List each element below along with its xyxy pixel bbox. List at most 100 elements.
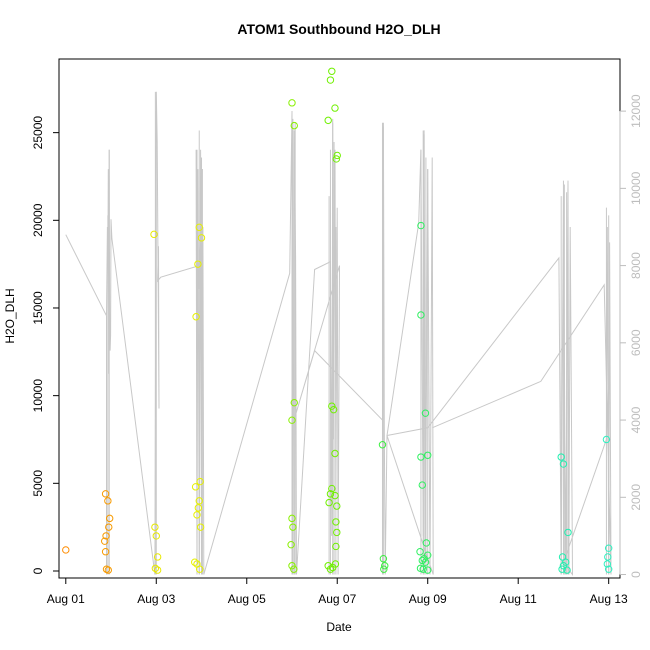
data-point xyxy=(604,544,613,552)
data-point xyxy=(196,565,204,573)
data-point xyxy=(101,490,110,498)
data-point xyxy=(326,565,335,573)
y-tick-label-left: 25000 xyxy=(31,116,45,150)
data-point xyxy=(290,121,298,130)
data-point xyxy=(324,116,332,125)
line-series-path xyxy=(65,91,612,576)
data-point xyxy=(289,523,297,531)
data-point xyxy=(422,539,431,547)
data-point xyxy=(290,398,298,407)
data-point xyxy=(288,99,296,107)
data-point xyxy=(102,532,110,540)
data-point xyxy=(62,546,70,554)
data-point xyxy=(100,537,109,545)
x-axis: Aug 01 Aug 03 Aug 05 Aug 07 Aug 09 Aug 11 Aug … xyxy=(47,578,628,606)
scatter-points xyxy=(62,67,613,574)
data-point xyxy=(290,565,298,573)
x-tick-label: Aug 07 xyxy=(318,592,356,606)
data-point xyxy=(153,566,162,574)
data-point xyxy=(328,484,336,493)
data-point xyxy=(331,449,339,458)
data-point xyxy=(564,528,572,537)
data-point xyxy=(153,553,162,561)
data-point xyxy=(151,564,160,573)
x-axis-label: Date xyxy=(326,620,352,634)
data-point xyxy=(195,223,203,232)
y-tick-label-right: 12000 xyxy=(629,94,643,128)
data-point xyxy=(288,416,296,424)
right-axis-line-series xyxy=(65,91,612,576)
data-point xyxy=(558,565,566,573)
data-point xyxy=(192,313,200,321)
data-point xyxy=(417,221,425,230)
y-tick-label-left: 5000 xyxy=(31,470,45,497)
chart-title: ATOM1 Southbound H2O_DLH xyxy=(237,21,440,37)
data-point xyxy=(331,491,339,500)
data-point xyxy=(559,460,568,468)
data-point xyxy=(381,562,389,570)
data-point xyxy=(380,565,388,573)
data-point xyxy=(416,547,424,556)
data-point xyxy=(151,523,159,531)
data-point xyxy=(288,514,296,523)
data-point xyxy=(379,555,388,563)
y-tick-label-right: 8000 xyxy=(629,252,643,279)
data-point xyxy=(105,514,114,523)
x-tick-label: Aug 09 xyxy=(409,592,447,606)
data-point xyxy=(332,155,341,163)
y-tick-label-left: 10000 xyxy=(31,379,45,413)
data-point xyxy=(424,566,432,574)
data-point xyxy=(417,311,425,319)
data-point xyxy=(288,562,296,570)
x-tick-label: Aug 11 xyxy=(500,592,537,606)
x-tick-label: Aug 01 xyxy=(47,592,85,606)
data-point xyxy=(197,234,206,242)
data-point xyxy=(378,441,387,449)
x-tick-label: Aug 13 xyxy=(590,592,628,606)
data-point xyxy=(333,502,341,510)
y-tick-label-right: 4000 xyxy=(629,406,643,433)
data-point xyxy=(558,553,567,561)
data-point xyxy=(332,542,340,551)
data-point xyxy=(331,104,339,112)
y-tick-label-left: 0 xyxy=(31,567,45,574)
data-point xyxy=(417,453,425,461)
data-point xyxy=(326,490,335,498)
data-point xyxy=(603,560,612,568)
data-point xyxy=(419,565,427,573)
data-point xyxy=(194,504,203,512)
data-point xyxy=(104,497,112,505)
data-point xyxy=(604,565,613,573)
data-point xyxy=(326,76,335,84)
data-point xyxy=(287,540,295,549)
data-point xyxy=(333,151,341,160)
data-point xyxy=(328,67,336,75)
data-point xyxy=(331,560,340,568)
y-axis-right: 0 2000 4000 6000 8000 10000 12000 xyxy=(619,94,643,578)
data-point xyxy=(196,477,204,486)
data-point xyxy=(559,562,568,570)
x-tick-label: Aug 05 xyxy=(228,592,266,606)
data-point xyxy=(101,547,110,556)
y-axis-label: H2O_DLH xyxy=(3,288,17,343)
data-point xyxy=(150,230,158,239)
data-point xyxy=(424,451,432,459)
data-point xyxy=(152,532,160,540)
data-point xyxy=(418,481,426,489)
data-point xyxy=(105,523,113,531)
data-point xyxy=(604,553,612,561)
data-point xyxy=(196,523,205,531)
data-point xyxy=(325,498,333,507)
data-point xyxy=(563,566,571,574)
data-point xyxy=(191,558,199,566)
y-tick-label-right: 0 xyxy=(629,571,643,578)
y-tick-label-right: 2000 xyxy=(629,484,643,511)
data-point xyxy=(194,260,202,268)
data-point xyxy=(332,518,340,526)
data-point xyxy=(420,555,428,563)
data-point xyxy=(421,409,430,417)
data-point xyxy=(333,528,341,537)
x-tick-label: Aug 03 xyxy=(137,592,175,606)
data-point xyxy=(421,558,430,566)
